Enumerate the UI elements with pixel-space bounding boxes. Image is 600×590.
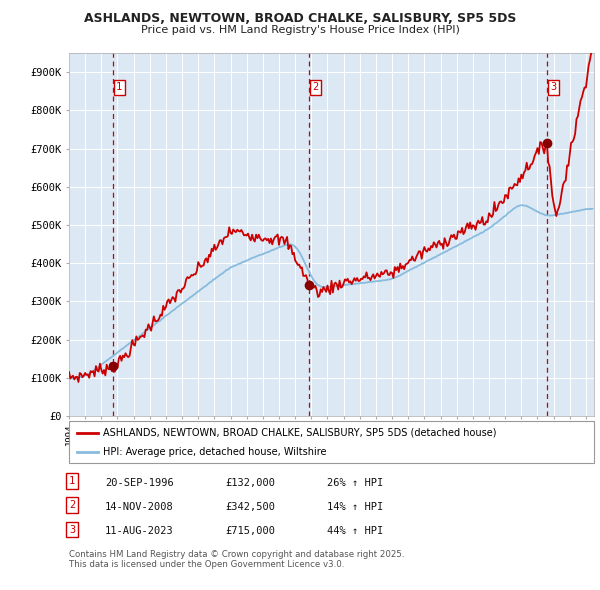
Text: 1: 1 xyxy=(116,83,122,93)
Text: £715,000: £715,000 xyxy=(225,526,275,536)
Text: 1: 1 xyxy=(69,476,75,486)
Text: £342,500: £342,500 xyxy=(225,502,275,512)
Text: 26% ↑ HPI: 26% ↑ HPI xyxy=(327,478,383,488)
Text: 3: 3 xyxy=(69,525,75,535)
Text: ASHLANDS, NEWTOWN, BROAD CHALKE, SALISBURY, SP5 5DS (detached house): ASHLANDS, NEWTOWN, BROAD CHALKE, SALISBU… xyxy=(103,428,497,438)
Text: 14% ↑ HPI: 14% ↑ HPI xyxy=(327,502,383,512)
Text: ASHLANDS, NEWTOWN, BROAD CHALKE, SALISBURY, SP5 5DS: ASHLANDS, NEWTOWN, BROAD CHALKE, SALISBU… xyxy=(84,12,516,25)
Text: 20-SEP-1996: 20-SEP-1996 xyxy=(105,478,174,488)
Text: HPI: Average price, detached house, Wiltshire: HPI: Average price, detached house, Wilt… xyxy=(103,447,326,457)
Text: £132,000: £132,000 xyxy=(225,478,275,488)
Text: 2: 2 xyxy=(313,83,319,93)
Text: Contains HM Land Registry data © Crown copyright and database right 2025.
This d: Contains HM Land Registry data © Crown c… xyxy=(69,550,404,569)
Text: 3: 3 xyxy=(551,83,557,93)
Text: 11-AUG-2023: 11-AUG-2023 xyxy=(105,526,174,536)
Text: Price paid vs. HM Land Registry's House Price Index (HPI): Price paid vs. HM Land Registry's House … xyxy=(140,25,460,35)
Text: 14-NOV-2008: 14-NOV-2008 xyxy=(105,502,174,512)
Text: 44% ↑ HPI: 44% ↑ HPI xyxy=(327,526,383,536)
Text: 2: 2 xyxy=(69,500,75,510)
